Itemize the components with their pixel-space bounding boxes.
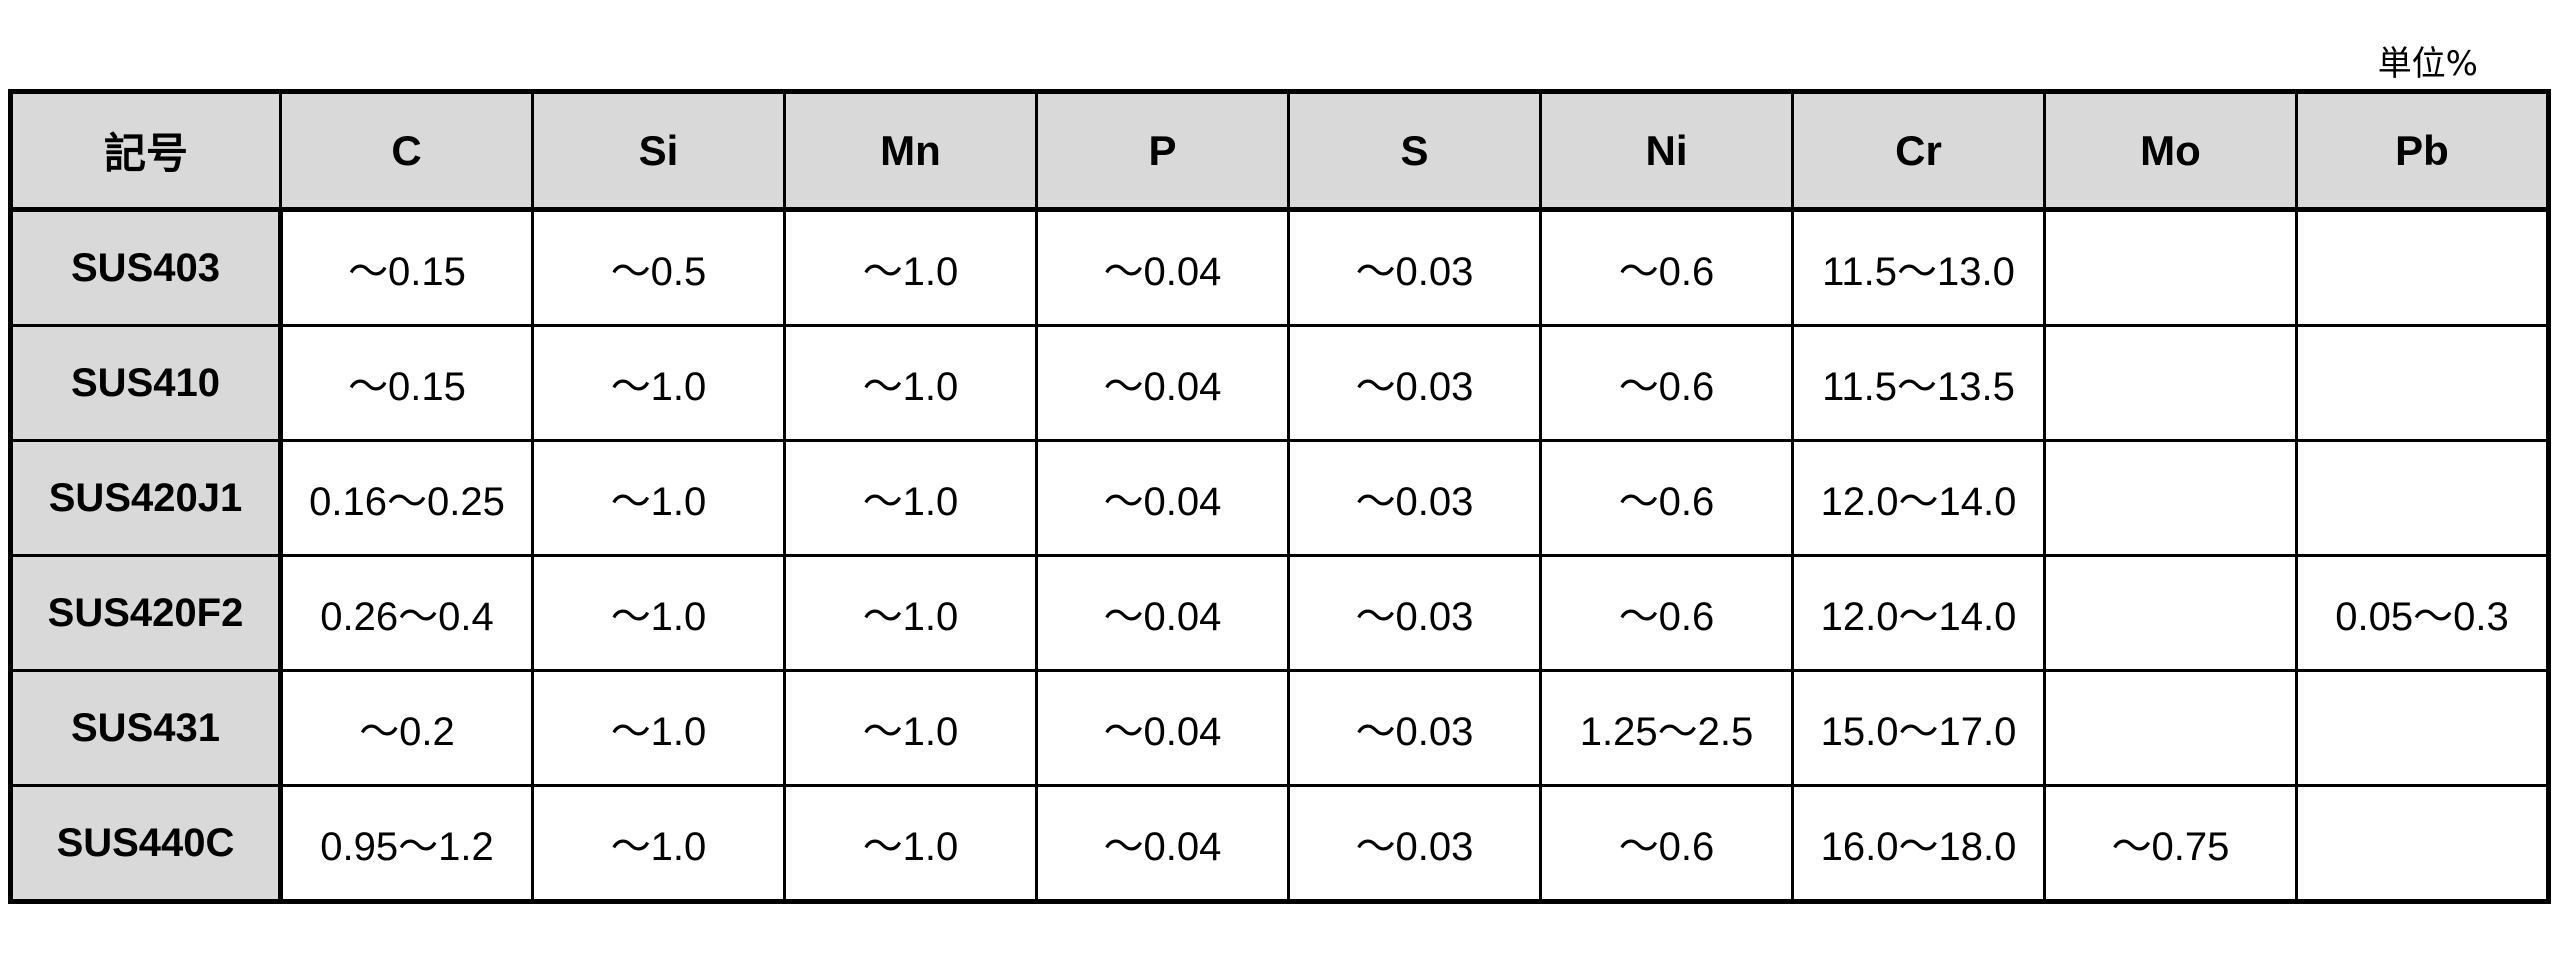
value-cell-s: ～0.03 — [1287, 439, 1542, 557]
value-cell-c: 0.26～0.4 — [279, 554, 534, 672]
value-cell-mo — [2043, 439, 2298, 557]
symbol-cell: SUS420J1 — [9, 439, 283, 557]
symbol-cell: SUS431 — [9, 669, 283, 787]
value-cell-mo — [2043, 554, 2298, 672]
value-cell-p: ～0.04 — [1035, 208, 1290, 327]
value-cell-s: ～0.03 — [1287, 554, 1542, 672]
header-mn: Mn — [783, 90, 1038, 212]
header-c: C — [279, 90, 534, 212]
header-symbol: 記号 — [9, 90, 282, 212]
value-cell-mo — [2043, 208, 2298, 327]
header-pb: Pb — [2295, 90, 2550, 212]
value-cell-mn: ～1.0 — [783, 784, 1038, 903]
value-cell-p: ～0.04 — [1035, 669, 1290, 787]
value-cell-ni: ～0.6 — [1539, 439, 1794, 557]
value-cell-pb — [2295, 324, 2550, 442]
value-cell-ni: ～0.6 — [1539, 324, 1794, 442]
value-cell-si: ～0.5 — [531, 208, 786, 327]
value-cell-si: ～1.0 — [531, 324, 786, 442]
header-mo: Mo — [2043, 90, 2298, 212]
value-cell-pb — [2295, 439, 2550, 557]
table-row: SUS440C 0.95～1.2 ～1.0 ～1.0 ～0.04 ～0.03 ～0.6 16.… — [9, 784, 2550, 903]
value-cell-mn: ～1.0 — [783, 208, 1038, 327]
value-cell-ni: 1.25～2.5 — [1539, 669, 1794, 787]
value-cell-c: ～0.2 — [279, 669, 534, 787]
value-cell-cr: 15.0～17.0 — [1791, 669, 2046, 787]
value-cell-si: ～1.0 — [531, 439, 786, 557]
header-s: S — [1287, 90, 1542, 212]
value-cell-mo — [2043, 324, 2298, 442]
value-cell-si: ～1.0 — [531, 554, 786, 672]
table-row: SUS420J1 0.16～0.25 ～1.0 ～1.0 ～0.04 ～0.03 ～0.6 1… — [9, 439, 2550, 557]
value-cell-pb — [2295, 208, 2550, 327]
symbol-cell: SUS403 — [9, 208, 283, 327]
value-cell-cr: 12.0～14.0 — [1791, 439, 2046, 557]
header-p: P — [1035, 90, 1290, 212]
value-cell-ni: ～0.6 — [1539, 554, 1794, 672]
value-cell-c: 0.16～0.25 — [279, 439, 534, 557]
symbol-cell: SUS440C — [9, 784, 283, 903]
value-cell-mn: ～1.0 — [783, 669, 1038, 787]
header-si: Si — [531, 90, 786, 212]
table-row: SUS420F2 0.26～0.4 ～1.0 ～1.0 ～0.04 ～0.03 ～0.6 12… — [9, 554, 2550, 672]
value-cell-s: ～0.03 — [1287, 784, 1542, 903]
value-cell-mn: ～1.0 — [783, 554, 1038, 672]
value-cell-mn: ～1.0 — [783, 439, 1038, 557]
header-row: 記号 C Si Mn P S Ni Cr Mo Pb — [9, 90, 2550, 212]
value-cell-pb: 0.05～0.3 — [2295, 554, 2550, 672]
value-cell-ni: ～0.6 — [1539, 208, 1794, 327]
value-cell-mo — [2043, 669, 2298, 787]
symbol-cell: SUS420F2 — [9, 554, 283, 672]
value-cell-si: ～1.0 — [531, 784, 786, 903]
value-cell-si: ～1.0 — [531, 669, 786, 787]
table-row: SUS431 ～0.2 ～1.0 ～1.0 ～0.04 ～0.03 1.25～2.5 15.0… — [9, 669, 2550, 787]
value-cell-p: ～0.04 — [1035, 324, 1290, 442]
header-ni: Ni — [1539, 90, 1794, 212]
header-cr: Cr — [1791, 90, 2046, 212]
value-cell-p: ～0.04 — [1035, 784, 1290, 903]
value-cell-pb — [2295, 784, 2550, 903]
composition-table: 記号 C Si Mn P S Ni Cr Mo Pb SUS403 ～0.15 ～0.5 ～1.0 ～0.… — [8, 89, 2551, 904]
value-cell-s: ～0.03 — [1287, 324, 1542, 442]
symbol-cell: SUS410 — [9, 324, 283, 442]
table-row: SUS403 ～0.15 ～0.5 ～1.0 ～0.04 ～0.03 ～0.6 11.5～13… — [9, 208, 2550, 327]
value-cell-mo: ～0.75 — [2043, 784, 2298, 903]
value-cell-cr: 16.0～18.0 — [1791, 784, 2046, 903]
table-body: SUS403 ～0.15 ～0.5 ～1.0 ～0.04 ～0.03 ～0.6 11.5～13… — [9, 208, 2550, 903]
table-row: SUS410 ～0.15 ～1.0 ～1.0 ～0.04 ～0.03 ～0.6 11.5～13… — [9, 324, 2550, 442]
value-cell-cr: 11.5～13.0 — [1791, 208, 2046, 327]
value-cell-p: ～0.04 — [1035, 554, 1290, 672]
value-cell-c: 0.95～1.2 — [279, 784, 534, 903]
unit-label: 単位% — [2377, 44, 2478, 84]
value-cell-cr: 12.0～14.0 — [1791, 554, 2046, 672]
value-cell-c: ～0.15 — [279, 208, 534, 327]
value-cell-cr: 11.5～13.5 — [1791, 324, 2046, 442]
value-cell-p: ～0.04 — [1035, 439, 1290, 557]
value-cell-c: ～0.15 — [279, 324, 534, 442]
value-cell-s: ～0.03 — [1287, 669, 1542, 787]
value-cell-pb — [2295, 669, 2550, 787]
value-cell-s: ～0.03 — [1287, 208, 1542, 327]
value-cell-mn: ～1.0 — [783, 324, 1038, 442]
value-cell-ni: ～0.6 — [1539, 784, 1794, 903]
